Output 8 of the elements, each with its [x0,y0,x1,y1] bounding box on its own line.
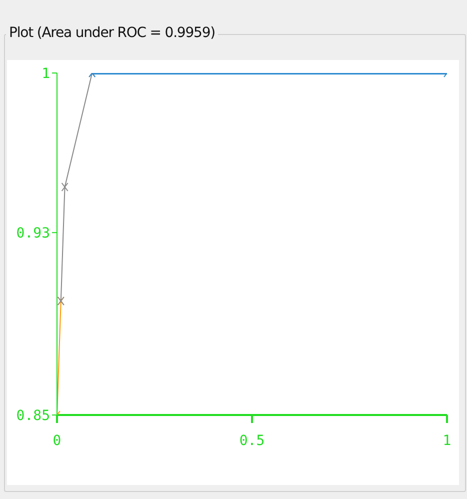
y-tick-label: 0.93 [16,226,50,242]
point [61,182,68,192]
y-tick-label: 1 [42,66,50,82]
x-tick-label: 0 [52,432,62,449]
x-tick-label: 1 [442,432,452,449]
chart-title: Plot (Area under ROC = 0.9959) [6,25,218,41]
y-tick-label: 0.85 [16,408,50,424]
x-tick-label: 0.5 [239,432,265,449]
